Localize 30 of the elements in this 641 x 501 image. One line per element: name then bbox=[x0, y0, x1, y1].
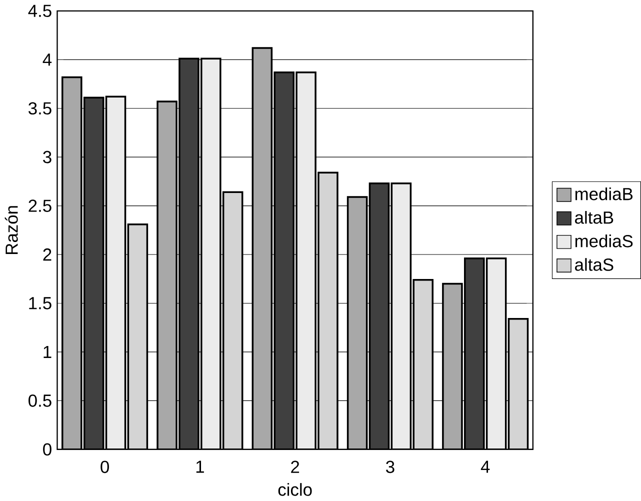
y-tick-label: 0.5 bbox=[28, 394, 52, 407]
bar bbox=[128, 224, 148, 450]
bar bbox=[223, 192, 242, 450]
x-tick-label: 4 bbox=[480, 460, 490, 473]
x-tick-label: 2 bbox=[291, 460, 300, 474]
bar bbox=[84, 98, 104, 450]
bar bbox=[370, 184, 389, 450]
y-tick-label: 4 bbox=[42, 54, 52, 66]
y-tick-label: 4.5 bbox=[28, 4, 52, 18]
bar bbox=[106, 96, 126, 450]
bar bbox=[348, 197, 367, 450]
y-tick-label: 1 bbox=[44, 346, 52, 358]
bar bbox=[414, 280, 433, 450]
legend-label: altaS bbox=[575, 258, 614, 272]
y-tick-label: 3 bbox=[43, 151, 52, 164]
x-axis-title: ciclo bbox=[278, 483, 312, 496]
y-tick-label: 0 bbox=[43, 443, 52, 456]
bar bbox=[392, 184, 411, 450]
legend-label: mediaB bbox=[575, 188, 633, 200]
x-tick-label: 0 bbox=[100, 460, 109, 474]
y-tick-label: 2.5 bbox=[28, 200, 52, 212]
y-tick-label: 2 bbox=[43, 248, 52, 261]
x-tick-label: 1 bbox=[196, 460, 204, 473]
y-tick-label: 1.5 bbox=[29, 297, 52, 310]
legend-label: mediaS bbox=[575, 234, 633, 248]
y-axis-title: Razón bbox=[4, 206, 18, 254]
x-tick-label: 3 bbox=[386, 460, 394, 474]
bar bbox=[252, 48, 272, 450]
y-tick-label: 3.5 bbox=[28, 102, 52, 115]
legend-label: altaB bbox=[575, 211, 614, 224]
